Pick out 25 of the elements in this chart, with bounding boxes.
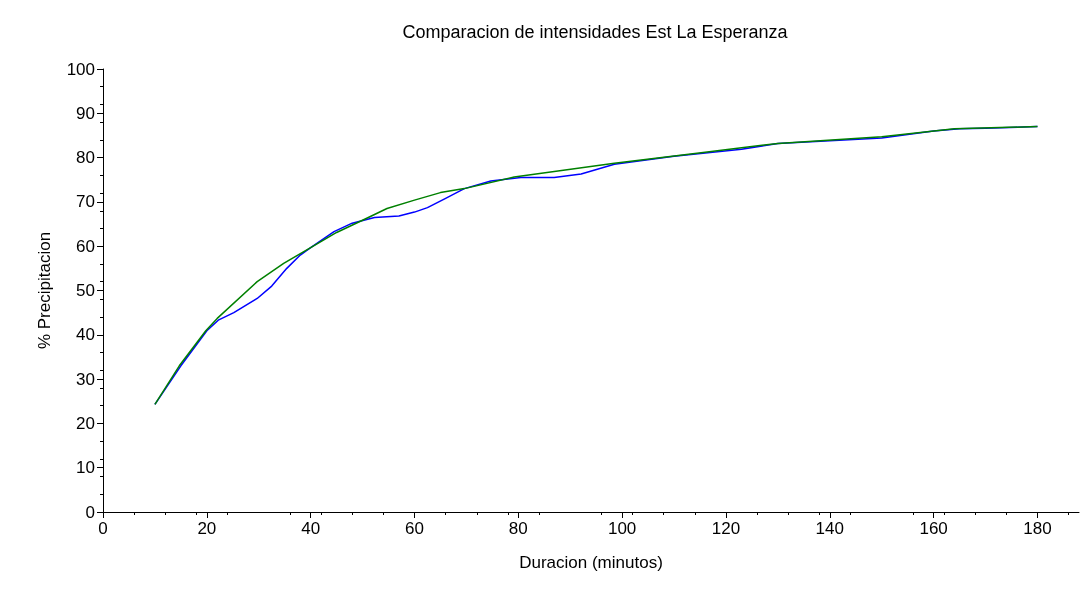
x-tick-label: 40	[301, 519, 321, 538]
y-tick-label: 60	[76, 236, 95, 256]
x-tick-label: 180	[1023, 519, 1052, 538]
line-series	[154, 125, 1039, 406]
y-tick-label: 100	[66, 59, 95, 79]
y-tick-label: 70	[76, 192, 95, 212]
y-axis-title: % Precipitacion	[35, 231, 54, 350]
x-tick-label: 20	[197, 519, 217, 538]
y-tick-label: 10	[76, 458, 95, 478]
x-tick-label: 60	[405, 519, 424, 538]
y-tick-label: 20	[76, 413, 95, 433]
y-tick-label: 50	[76, 281, 95, 300]
x-tick-label: 0	[98, 519, 108, 538]
chart-title: Comparacion de intensidades Est La Esperanza	[402, 22, 789, 42]
x-axis-title: Duracion (minutos)	[519, 553, 663, 572]
x-tick-label: 140	[815, 519, 844, 538]
y-tick-label: 40	[76, 325, 95, 345]
y-tick-label: 30	[76, 369, 95, 389]
y-tick-label: 90	[76, 103, 95, 123]
y-tick-label: 80	[76, 148, 95, 168]
x-tick-label: 160	[919, 519, 948, 538]
x-tick-label: 120	[711, 519, 741, 538]
x-tick-label: 80	[508, 519, 528, 538]
x-tick-label: 100	[607, 519, 637, 538]
y-tick-label: 0	[85, 502, 95, 522]
